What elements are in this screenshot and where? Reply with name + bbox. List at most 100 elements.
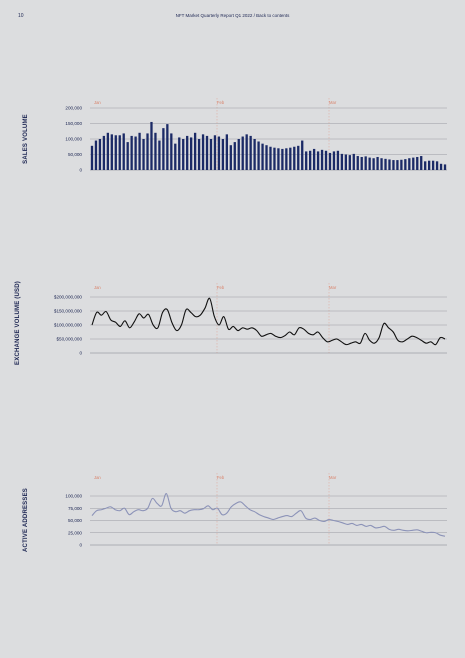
- bar: [201, 134, 205, 170]
- series-line: [91, 492, 446, 537]
- bar: [301, 140, 304, 170]
- bar: [253, 139, 256, 170]
- bar: [439, 163, 443, 170]
- bar: [189, 137, 193, 170]
- bar: [305, 151, 308, 170]
- y-tick-label: $50,000,000: [56, 337, 82, 342]
- bar: [186, 135, 189, 170]
- bar: [229, 145, 232, 170]
- bar: [146, 133, 149, 170]
- bar: [316, 151, 320, 170]
- month-label: Mar: [329, 475, 337, 480]
- bar: [431, 160, 435, 170]
- y-tick-label: $100,000,000: [54, 323, 83, 328]
- y-tick-label: 75,000: [68, 506, 82, 511]
- bar: [158, 140, 161, 170]
- bar: [134, 136, 137, 170]
- bar: [404, 159, 407, 170]
- bar: [90, 145, 94, 170]
- bar: [416, 156, 419, 170]
- bar: [261, 143, 264, 170]
- bar: [380, 158, 383, 170]
- y-tick-label: 150,000: [65, 121, 82, 126]
- month-label: Mar: [329, 100, 337, 105]
- bar: [114, 135, 117, 170]
- bar: [249, 135, 252, 170]
- y-tick-label: 0: [79, 168, 82, 173]
- bar: [245, 134, 248, 170]
- bar: [324, 150, 328, 170]
- bar: [150, 121, 153, 170]
- bar: [178, 137, 181, 170]
- bar: [332, 151, 336, 170]
- bar: [166, 124, 169, 170]
- bar: [213, 135, 217, 170]
- bar: [424, 161, 427, 170]
- bar: [297, 145, 300, 170]
- bar: [340, 153, 344, 170]
- bar: [376, 156, 379, 170]
- y-tick-label: 50,000: [68, 518, 82, 523]
- bar: [126, 142, 129, 170]
- bar: [320, 149, 324, 170]
- bar: [106, 132, 110, 170]
- series-line: [91, 297, 446, 346]
- y-tick-label: 25,000: [68, 530, 82, 535]
- bar: [233, 142, 236, 170]
- y-tick-label: 100,000: [65, 494, 82, 499]
- bar: [293, 146, 296, 170]
- month-label: Jan: [94, 285, 101, 290]
- bar: [368, 157, 371, 170]
- month-label: Feb: [217, 475, 225, 480]
- y-tick-label: 200,000: [65, 106, 82, 111]
- bar: [205, 135, 209, 170]
- bar: [443, 164, 447, 170]
- chart-3: ACTIVE ADDRESSES Jan Feb Mar 0 25,000 50,000 75…: [0, 473, 465, 553]
- chart-1: SALES VOLUME Jan Feb Mar 0 50,000 100,000 150,0…: [0, 98, 465, 178]
- bar: [336, 150, 340, 170]
- chart-svg: Jan Feb Mar 0 $50,000,000 $100,000,000 $150,00…: [54, 283, 447, 356]
- chart-svg: Jan Feb Mar 0 50,000 100,000 150,000 200,000: [65, 98, 447, 173]
- y-tick-label: $150,000,000: [54, 309, 83, 314]
- bar: [396, 160, 399, 170]
- month-label: Mar: [329, 285, 337, 290]
- bar: [118, 135, 121, 170]
- bar: [285, 148, 288, 170]
- month-label: Feb: [217, 100, 225, 105]
- y-tick-label: 0: [79, 351, 82, 356]
- bar: [277, 148, 280, 170]
- report-header-title[interactable]: NFT Market Quarterly Report Q1 2022 / Ba…: [175, 13, 290, 18]
- bar: [412, 157, 415, 170]
- bar: [289, 147, 292, 170]
- bar: [237, 139, 240, 170]
- bar: [372, 158, 375, 170]
- bar: [308, 150, 312, 170]
- bar: [209, 139, 213, 170]
- bar: [130, 135, 133, 170]
- bar: [138, 132, 141, 170]
- bar: [408, 158, 411, 170]
- bar: [197, 139, 201, 170]
- bar: [182, 139, 185, 170]
- page-number: 10: [18, 13, 24, 19]
- bar: [273, 147, 276, 170]
- bar: [344, 154, 348, 170]
- y-tick-label: 0: [79, 543, 82, 548]
- bar: [400, 159, 403, 170]
- bar: [360, 156, 363, 170]
- chart-2: EXCHANGE VOLUME (USD) Jan Feb Mar 0 $50,000,0…: [0, 281, 465, 365]
- month-label: Feb: [217, 285, 225, 290]
- bar: [94, 140, 98, 170]
- bar: [328, 152, 332, 170]
- bar: [193, 132, 197, 170]
- bar: [356, 156, 359, 170]
- bar: [265, 145, 268, 170]
- bar: [364, 156, 367, 170]
- bar: [352, 153, 355, 170]
- bar: [162, 128, 165, 170]
- bar: [122, 133, 125, 170]
- bar: [257, 141, 260, 170]
- bar: [427, 160, 431, 170]
- y-tick-label: 50,000: [68, 152, 82, 157]
- bar: [348, 155, 351, 170]
